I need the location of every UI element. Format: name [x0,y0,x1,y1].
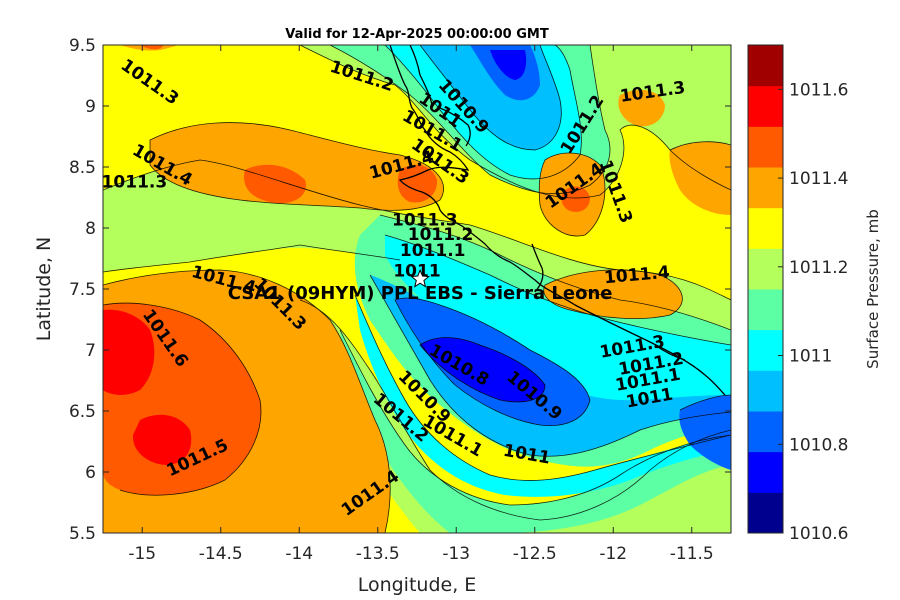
colorbar-title: Surface Pressure, mb [864,209,882,369]
coastline-and-border [389,45,726,396]
zone-1010-7-core [420,337,545,402]
station-star-icon[interactable] [410,268,430,288]
zone-1011-5-ne-spot [561,186,590,212]
colorbar-swatch [748,329,783,371]
zone-1011-central [385,235,731,412]
y-axis-ticks: 5.5 6 6.5 7 7.5 8 8.5 9 9.5 [69,36,731,544]
x-tick-label: -14 [285,544,313,564]
x-axis-label: Longitude, E [358,574,477,596]
y-tick-label: 7 [85,341,96,361]
colorbar-swatch [748,126,783,168]
y-tick-label: 8 [85,219,96,239]
x-tick-label: -14.5 [199,544,243,564]
colorbar: 1010.6 1010.8 1011 1011.2 1011.4 1011.6 [747,44,848,544]
y-tick-label: 9 [85,97,96,117]
colorbar-frame [747,44,784,534]
y-tick-label: 7.5 [69,280,96,300]
station-marker[interactable] [410,268,430,288]
zone-1010-7-north [490,50,527,80]
x-tick-label: -12 [599,544,627,564]
colorbar-tick-label: 1011.4 [789,169,848,189]
zone-1011-4-ne-spot [618,89,665,127]
x-tick-label: -12.5 [513,544,557,564]
colorbar-tick-label: 1010.8 [789,435,848,455]
zone-1010-9-south [370,275,731,457]
zone-1011-6-southwest [132,414,192,465]
contour-label: 1011.1 [400,241,466,261]
colorbar-swatch [748,45,783,87]
colorbar-tick-label: 1010.6 [789,524,848,544]
colorbar-swatch [748,451,783,493]
colorbar-tick-label: 1011.6 [789,80,848,100]
colorbar-swatch [748,207,783,249]
zone-1011-4-north [150,122,444,211]
x-tick-label: -13.5 [356,544,400,564]
map-title: Valid for 12-Apr-2025 00:00:00 GMT [285,27,549,42]
y-tick-label: 6.5 [69,402,96,422]
x-tick-label: -15 [128,544,156,564]
contour-label: 1011.3 [102,173,168,193]
contour-label: 1011.3 [392,210,458,230]
colorbar-swatch [748,492,783,534]
y-axis-label: Latitude, N [33,237,55,342]
contour-lines [103,45,731,533]
x-axis-ticks: -15 -14.5 -14 -13.5 -13 -12.5 -12 -11.5 [128,45,714,564]
y-tick-label: 8.5 [69,158,96,178]
station-label: CSA1 (09HYM) PPL EBS - Sierra Leone [228,283,613,304]
x-tick-label: -13 [442,544,470,564]
map-plot-area [103,45,731,533]
colorbar-swatch [748,289,783,331]
zone-1011-1-south [340,330,731,533]
y-tick-label: 9.5 [69,36,96,56]
y-tick-label: 6 [85,463,96,483]
colorbar-swatch [748,370,783,412]
y-tick-label: 5.5 [69,524,96,544]
colorbar-tick-label: 1011.2 [789,258,848,278]
x-tick-label: -11.5 [670,544,714,564]
colorbar-swatch [748,411,783,453]
colorbar-swatch [748,85,783,127]
zone-1011-6-west [103,309,155,395]
zone-1011-5-center-north [397,164,438,203]
zone-1011-5-top [140,45,163,50]
colorbar-swatch [748,248,783,290]
colorbar-tick-label: 1011 [789,347,832,367]
colorbar-swatch [748,167,783,209]
contour-label: 1011.2 [408,225,474,245]
zone-1011-4-east [669,141,731,215]
